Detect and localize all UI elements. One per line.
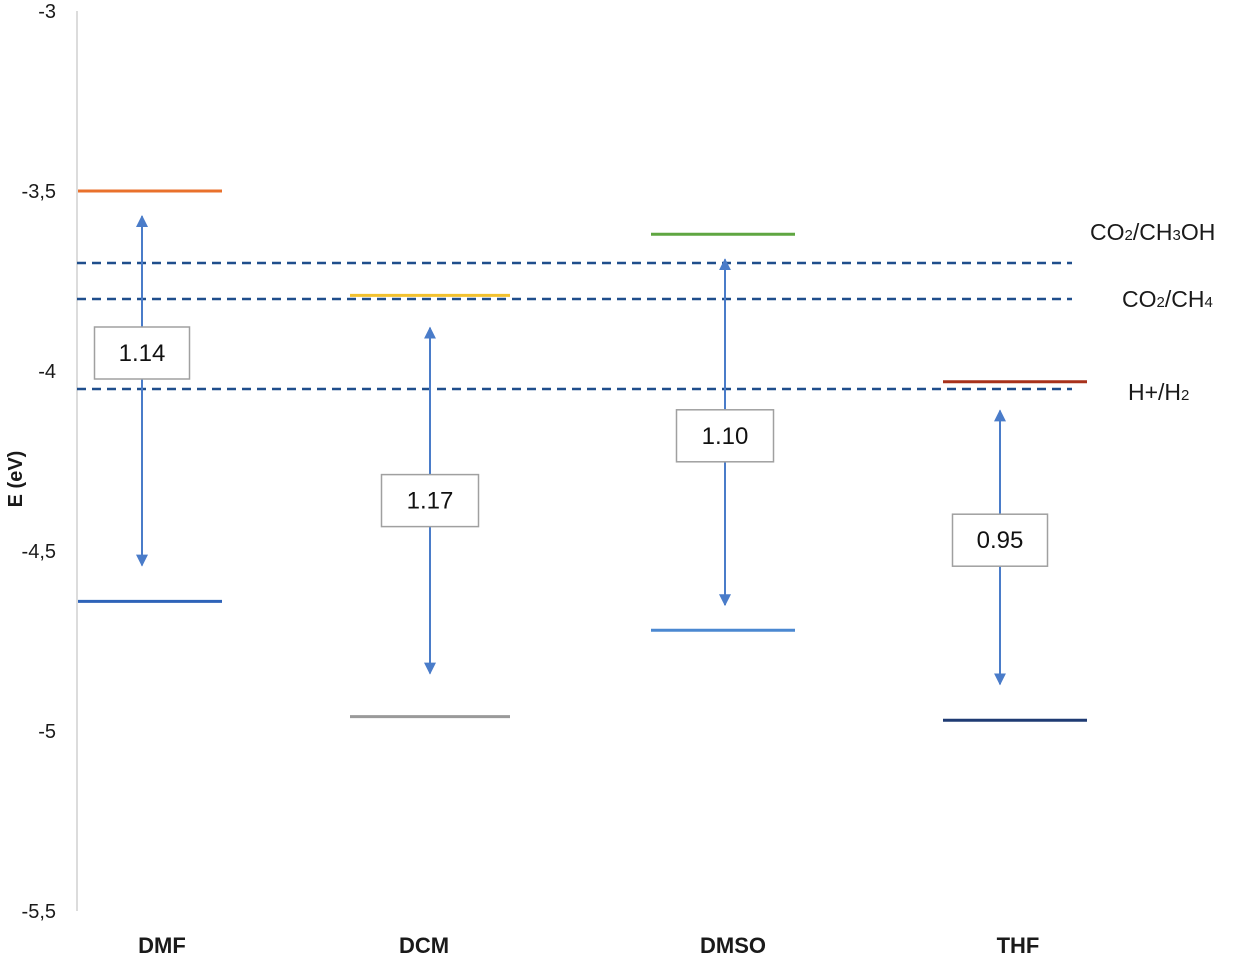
category-label-dmf: DMF [138,933,186,958]
gap-value-label: 1.14 [119,340,166,367]
gap-label-box [380,473,480,528]
category-label-thf: THF [997,933,1040,958]
y-tick-label: -4 [38,361,56,383]
reference-line-label: CO2/CH4 [1122,286,1213,312]
y-axis-title: E (eV) [5,451,27,508]
reference-line-label: H+/H2 [1128,379,1189,405]
y-tick-label: -5,5 [22,901,56,923]
gap-label-box [675,409,775,463]
category-labels: DMF DCM DMSO THF [138,933,1039,958]
category-label-dcm: DCM [399,933,449,958]
y-tick-label: -4,5 [22,541,56,563]
energy-levels [78,189,1087,722]
y-tick-label: -3,5 [22,181,56,203]
gap-arrows: 1.14 1.17 1.10 0.95 [93,214,1049,686]
reference-line-label: CO2/CH3OH [1090,219,1215,245]
gap-label-box [93,326,191,380]
gap-label-box [951,513,1049,567]
gap-value-label: 0.95 [977,527,1024,554]
y-tick-label: -5 [38,721,56,743]
y-tick-label: -3 [38,1,56,23]
reference-lines: CO2/CH3OH CO2/CH4 H+/H2 [77,219,1215,405]
category-label-dmso: DMSO [700,933,766,958]
gap-value-label: 1.10 [702,423,749,450]
gap-value-label: 1.17 [407,488,454,515]
y-axis: -3 -3,5 -4 -4,5 -5 -5,5 [22,1,78,923]
